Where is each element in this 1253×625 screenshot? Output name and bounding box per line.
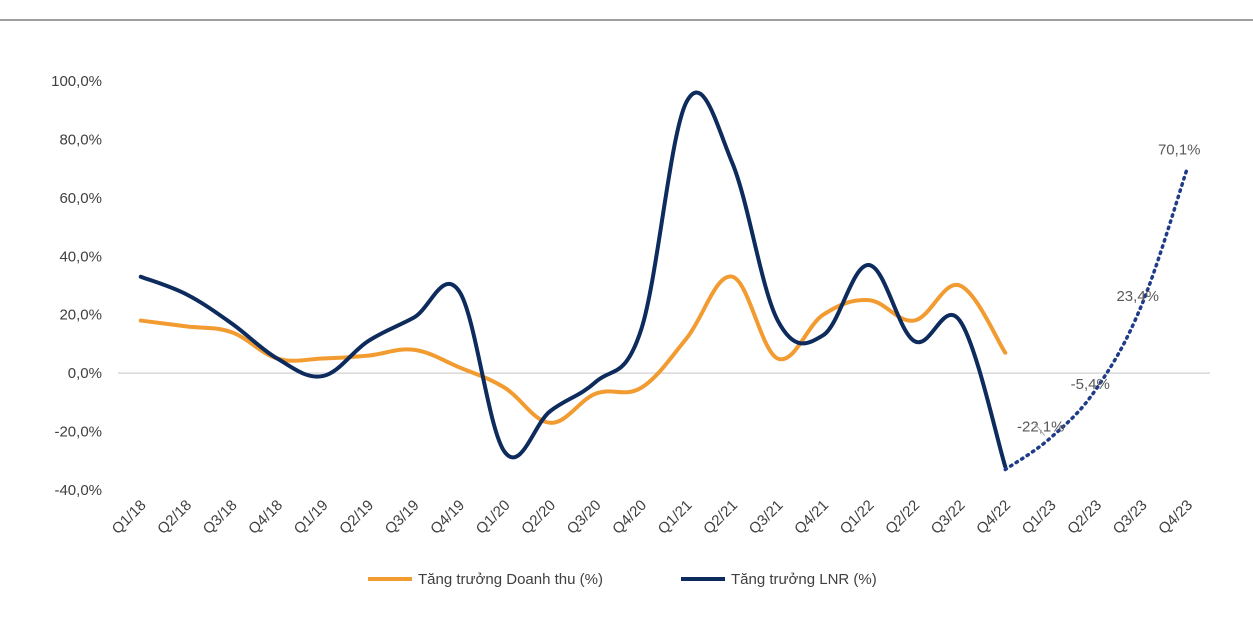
x-tick-label: Q3/22 [928,497,969,538]
x-tick-label: Q4/18 [245,497,286,538]
x-tick-label: Q2/23 [1064,497,1105,538]
legend-label-profit: Tăng trưởng LNR (%) [731,571,877,588]
x-tick-label: Q4/19 [427,497,468,538]
x-tick-label: Q3/19 [382,497,423,538]
y-tick-label: 40,0% [59,248,102,265]
label-leader-line [1034,423,1046,437]
revenue-growth-line [138,274,1008,425]
x-tick-label: Q4/20 [609,497,650,538]
x-tick-label: Q3/21 [746,497,787,538]
y-tick-label: -40,0% [54,482,102,499]
forecast-data-label: -22,1% [1017,419,1065,436]
x-tick-label: Q1/22 [837,497,878,538]
x-tick-label: Q1/23 [1019,497,1060,538]
y-tick-label: -20,0% [54,424,102,441]
forecast-data-label: 23,4% [1116,288,1159,305]
x-tick-label: Q3/18 [200,497,241,538]
x-tick-label: Q4/21 [791,497,832,538]
x-tick-label: Q2/18 [154,497,195,538]
x-tick-label: Q1/20 [473,497,514,538]
y-tick-label: 80,0% [59,131,102,148]
profit-forecast-line [1003,166,1189,472]
x-tick-label: Q1/18 [109,497,150,538]
x-tick-label: Q3/20 [564,497,605,538]
y-tick-label: 100,0% [51,73,102,90]
profit-growth-line [138,90,1008,469]
x-tick-label: Q2/20 [518,497,559,538]
x-tick-label: Q1/21 [655,497,696,538]
x-tick-label: Q4/23 [1155,497,1196,538]
y-tick-label: 60,0% [59,190,102,207]
forecast-data-label: 70,1% [1158,141,1201,158]
x-tick-label: Q2/19 [336,497,377,538]
x-tick-label: Q2/22 [882,497,923,538]
y-tick-label: 0,0% [68,365,102,382]
legend: Tăng trưởng Doanh thu (%) Tăng trưởng LN… [368,571,877,588]
legend-label-revenue: Tăng trưởng Doanh thu (%) [418,571,603,588]
x-tick-label: Q4/22 [973,497,1014,538]
forecast-data-label: -5,4% [1071,376,1110,393]
x-tick-label: Q1/19 [291,497,332,538]
x-tick-label: Q2/21 [700,497,741,538]
y-tick-label: 20,0% [59,307,102,324]
x-tick-label: Q3/23 [1110,497,1151,538]
